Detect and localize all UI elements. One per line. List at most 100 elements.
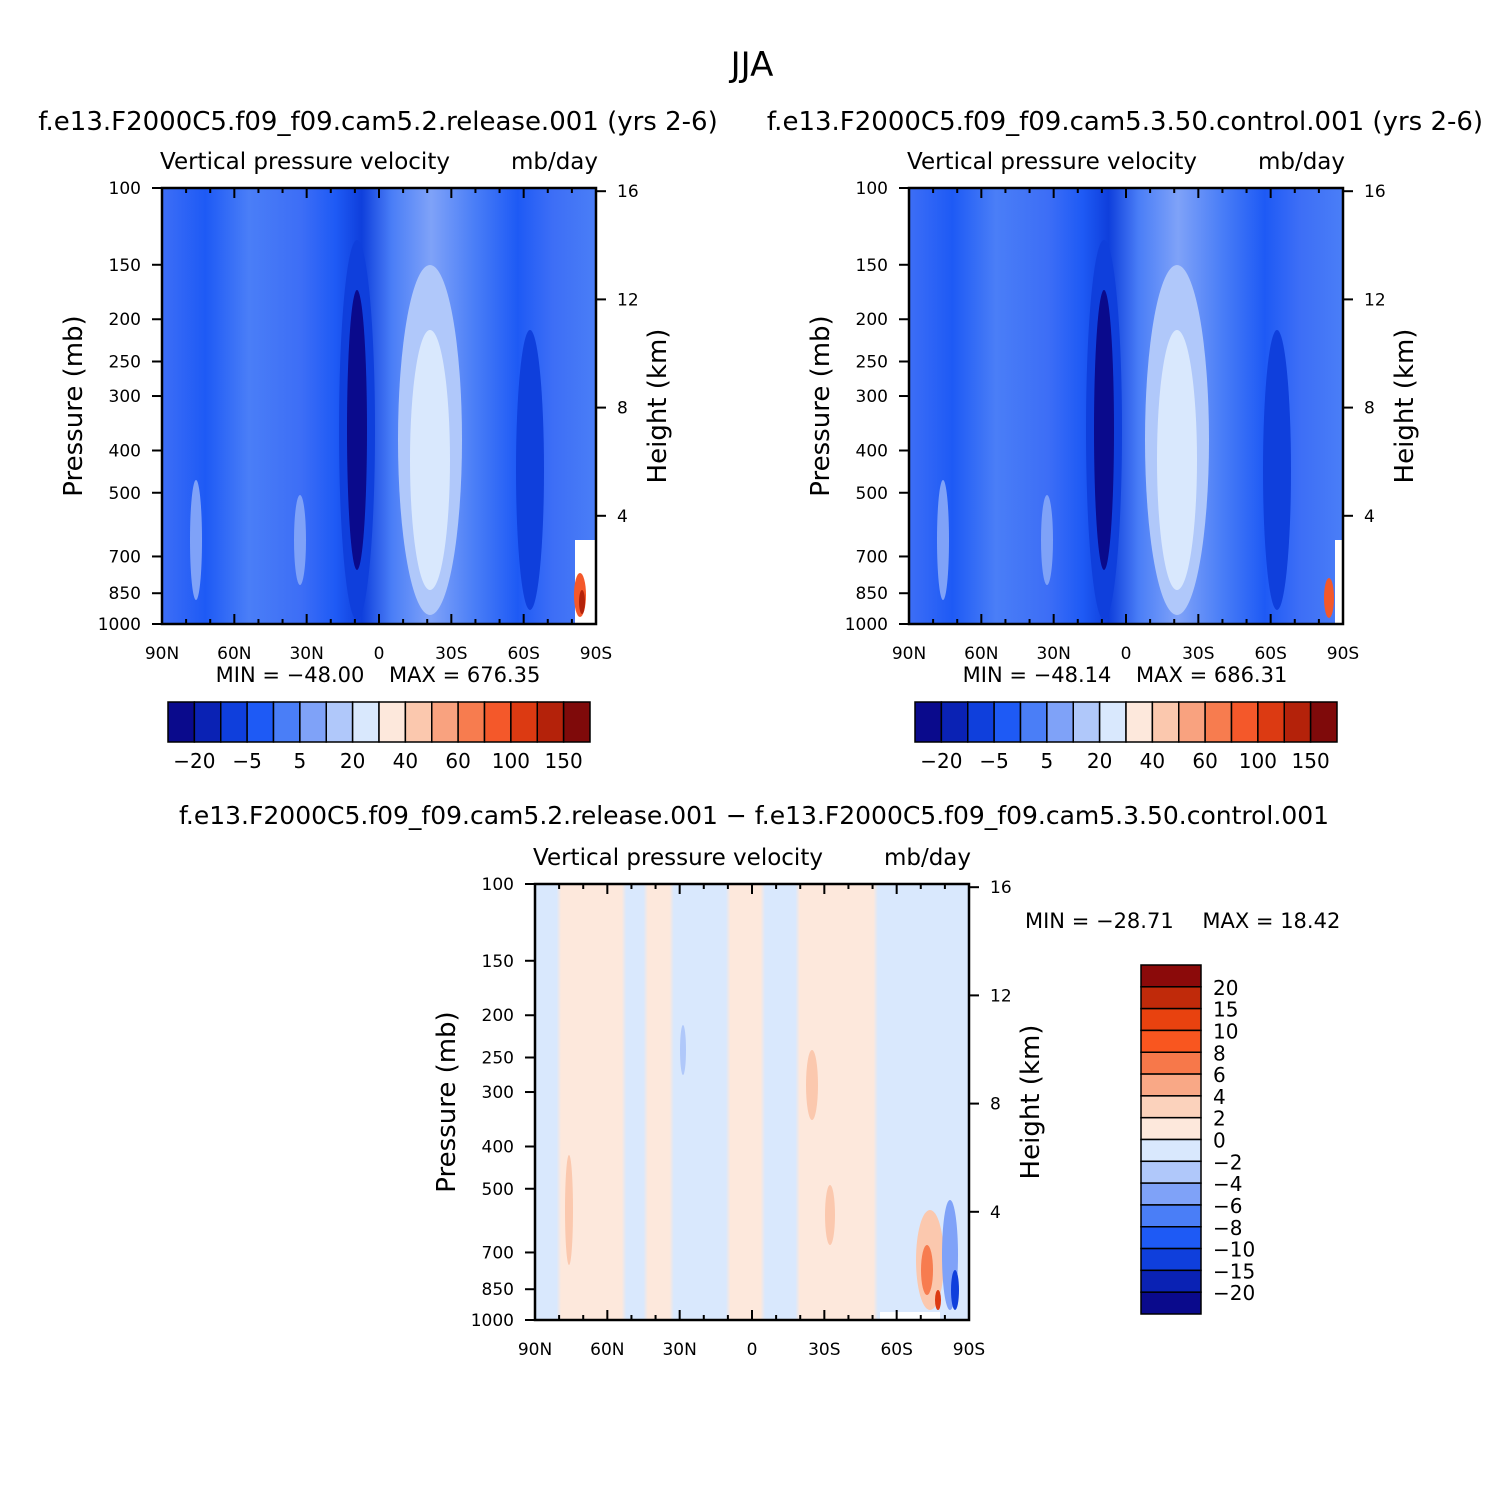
panel-difference-max: MAX = 18.42 xyxy=(1202,909,1340,933)
panel-difference-title: f.e13.F2000C5.f09_f09.cam5.2.release.001… xyxy=(179,801,1329,830)
panel-difference-x-tick-label: 60N xyxy=(590,1340,624,1360)
panel-difference-colorbar-swatch xyxy=(1140,1160,1202,1184)
panel-control-y2-tick-label: 4 xyxy=(1364,507,1375,527)
panel-release-y-tick-label: 1000 xyxy=(98,615,141,635)
panel-release-y-tick-label: 850 xyxy=(109,584,141,604)
panel-control-colorbar-swatch xyxy=(1098,701,1127,743)
panel-difference-colorbar-swatch xyxy=(1140,1138,1202,1163)
panel-release-colorbar-label: 60 xyxy=(445,749,470,773)
panel-release-y2-tick-label: 16 xyxy=(617,182,639,202)
panel-control-x-tick-label: 60S xyxy=(1254,644,1286,664)
panel-control-colorbar-swatch xyxy=(940,701,969,743)
panel-release-title: f.e13.F2000C5.f09_f09.cam5.2.release.001… xyxy=(38,107,717,137)
panel-control-colorbar-swatch xyxy=(1046,701,1074,743)
panel-release-min: MIN = −48.00 xyxy=(216,663,365,687)
panel-release-colorbar-swatch xyxy=(325,701,354,743)
panel-release-x-tick-label: 0 xyxy=(374,644,385,664)
panel-release-x-tick-label: 90N xyxy=(145,644,179,664)
panel-control-colorbar-label: 40 xyxy=(1140,749,1165,773)
panel-difference-colorbar-swatch xyxy=(1140,1182,1202,1206)
panel-control-x-tick-label: 30S xyxy=(1182,644,1214,664)
panel-control-min: MIN = −48.14 xyxy=(963,663,1112,687)
panel-difference-colorbar-label: −2 xyxy=(1213,1150,1242,1174)
panel-release-x-tick-label: 60N xyxy=(217,644,251,664)
panel-difference-y-tick-label: 150 xyxy=(482,952,514,972)
panel-release-colorbar-swatch xyxy=(536,701,565,743)
panel-release-colorbar-label: 5 xyxy=(294,749,307,773)
panel-control-max: MAX = 686.31 xyxy=(1136,663,1287,687)
panel-control-y-tick-label: 400 xyxy=(856,441,888,461)
panel-difference-colorbar-label: 0 xyxy=(1213,1129,1226,1153)
panel-release-y-tick-label: 200 xyxy=(109,310,141,330)
panel-difference-colorbar-swatch xyxy=(1140,1247,1202,1272)
panel-control-y2-tick-label: 16 xyxy=(1364,182,1386,202)
panel-difference-y-tick-label: 500 xyxy=(482,1180,514,1200)
panel-difference-colorbar-swatch xyxy=(1140,1269,1202,1293)
panel-control-colorbar-swatch xyxy=(1309,701,1338,743)
panel-control-colorbar-swatch xyxy=(1230,701,1259,743)
panel-control-field xyxy=(909,188,1343,624)
panel-difference-colorbar-swatch xyxy=(1140,1007,1202,1032)
panel-control-colorbar-label: 60 xyxy=(1192,749,1217,773)
panel-release-colorbar-label: 100 xyxy=(492,749,530,773)
panel-control-colorbar-swatch xyxy=(1151,701,1180,743)
panel-difference-x-tick-label: 30N xyxy=(662,1340,696,1360)
panel-control-colorbar-swatch xyxy=(1283,701,1312,743)
panel-release-colorbar-swatch xyxy=(457,701,486,743)
panel-difference-x-tick-label: 30S xyxy=(808,1340,840,1360)
panel-release-colorbar: −20 −5 5 20 40 60 100 150 xyxy=(167,701,591,773)
panel-release-y-tick-label: 150 xyxy=(109,256,141,276)
panel-difference-colorbar-swatch xyxy=(1140,1051,1202,1075)
panel-difference-y-tick-label: 700 xyxy=(482,1243,514,1263)
panel-release-colorbar-swatch xyxy=(220,701,248,743)
panel-control-y-tick-label: 200 xyxy=(856,310,888,330)
panel-release-x-tick-label: 30N xyxy=(289,644,323,664)
panel-difference-y2-tick-label: 4 xyxy=(990,1203,1001,1223)
panel-release-y-tick-label: 700 xyxy=(109,547,141,567)
panel-difference-colorbar-swatch xyxy=(1140,1029,1202,1053)
panel-difference-field xyxy=(535,884,969,1320)
panel-release-y2-tick-label: 8 xyxy=(617,399,628,419)
panel-control-colorbar-swatch xyxy=(1178,701,1206,743)
panel-control-y2-axis-label: Height (km) xyxy=(1390,329,1420,484)
svg-text:MIN = −48.00 MAX = 676.3: MIN = −48.00 MAX = 676.35 xyxy=(216,663,541,687)
panel-release-colorbar-swatch xyxy=(510,701,538,743)
panel-difference-units: mb/day xyxy=(884,845,971,871)
panel-difference-colorbar-label: 10 xyxy=(1213,1019,1238,1043)
panel-difference-x-tick-label: 0 xyxy=(747,1340,758,1360)
panel-difference-y-tick-label: 1000 xyxy=(471,1311,514,1331)
panel-release-x-tick-label: 30S xyxy=(435,644,467,664)
panel-control-x-tick-label: 90N xyxy=(892,644,926,664)
panel-difference-x-tick-label: 60S xyxy=(880,1340,912,1360)
panel-release-y2-tick-label: 12 xyxy=(617,290,639,310)
panel-control-y-tick-label: 300 xyxy=(856,387,888,407)
panel-difference-y2-tick-label: 12 xyxy=(990,986,1012,1006)
panel-release-units: mb/day xyxy=(511,149,598,175)
panel-difference-y-tick-label: 850 xyxy=(482,1280,514,1300)
panel-control-x-tick-label: 0 xyxy=(1121,644,1132,664)
svg-text:MIN = −28.71 MAX = 18.42: MIN = −28.71 MAX = 18.42 xyxy=(1025,909,1340,933)
panel-difference-colorbar-label: 6 xyxy=(1213,1063,1226,1087)
panel-release-y2-axis-label: Height (km) xyxy=(643,329,673,484)
panel-difference-variable: Vertical pressure velocity xyxy=(533,845,823,871)
panel-control-y-tick-label: 850 xyxy=(856,584,888,604)
panel-release-colorbar-label: 150 xyxy=(545,749,583,773)
panel-difference-x-tick-label: 90N xyxy=(518,1340,552,1360)
panel-difference-colorbar-label: −4 xyxy=(1213,1172,1242,1196)
panel-control-x-tick-label: 90S xyxy=(1327,644,1359,664)
panel-difference-colorbar-swatch xyxy=(1140,1073,1202,1097)
panel-control-colorbar-swatch xyxy=(914,701,943,743)
panel-control-colorbar-label: 20 xyxy=(1087,749,1112,773)
panel-difference-colorbar-label: −8 xyxy=(1213,1216,1242,1240)
panel-control-colorbar-swatch xyxy=(1019,701,1048,743)
panel-release-y-tick-label: 250 xyxy=(109,353,141,373)
panel-difference-colorbar-label: 15 xyxy=(1213,998,1238,1022)
panel-release-colorbar-label: 40 xyxy=(393,749,418,773)
panel-difference-colorbar-swatch xyxy=(1140,964,1202,988)
panel-release-colorbar-label: 20 xyxy=(340,749,365,773)
panel-control-title: f.e13.F2000C5.f09_f09.cam5.3.50.control.… xyxy=(767,107,1483,137)
panel-release-x-tick-label: 90S xyxy=(580,644,612,664)
panel-control-y-tick-label: 150 xyxy=(856,256,888,276)
panel-release-y-tick-label: 300 xyxy=(109,387,141,407)
